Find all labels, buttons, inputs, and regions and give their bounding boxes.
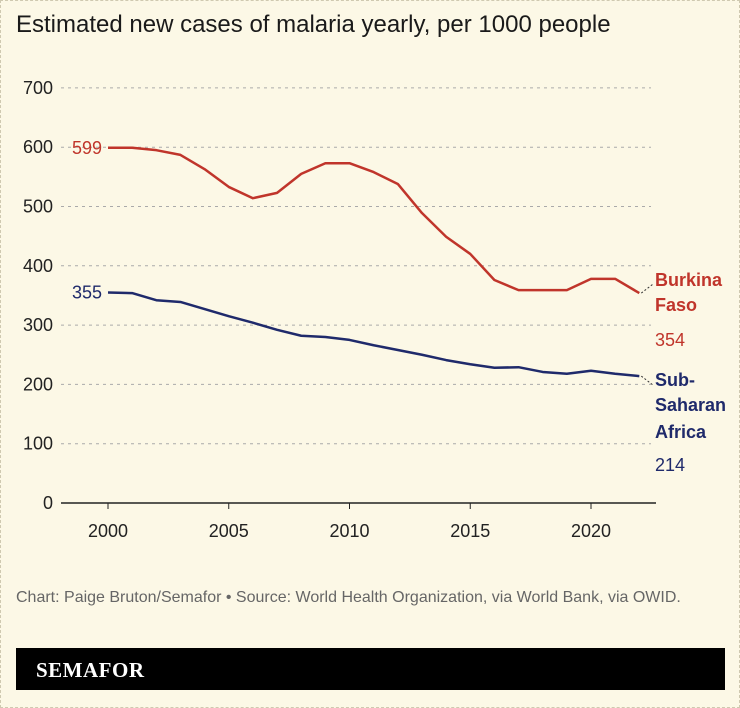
series-label: Sub-: [655, 370, 695, 390]
y-tick-label: 400: [23, 256, 53, 276]
end-value-label: 354: [655, 330, 685, 350]
series-label: Africa: [655, 422, 707, 442]
y-tick-label: 500: [23, 197, 53, 217]
leader-line: [640, 375, 654, 386]
y-tick-label: 600: [23, 137, 53, 157]
chart-source: Chart: Paige Bruton/Semafor • Source: Wo…: [16, 589, 681, 606]
line-chart: 0 100 200 300 400 500 600 700 2000 2005 2010 2015 20…: [23, 78, 726, 541]
x-tick-label: 2000: [88, 521, 128, 541]
y-tick-label: 0: [43, 493, 53, 513]
y-tick-label: 700: [23, 78, 53, 98]
x-tick-label: 2010: [329, 521, 369, 541]
end-value-label: 214: [655, 455, 685, 475]
leader-line: [640, 283, 654, 294]
series-line-burkina-faso: [108, 146, 640, 295]
x-tick-label: 2020: [571, 521, 611, 541]
series-label: Saharan: [655, 395, 726, 415]
x-tick-label: 2005: [209, 521, 249, 541]
y-tick-label: 200: [23, 374, 53, 394]
chart-title: Estimated new cases of malaria yearly, p…: [16, 11, 611, 38]
y-tick-label: 300: [23, 315, 53, 335]
series-line-sub-saharan-africa: [107, 291, 640, 378]
series-label: Burkina: [655, 270, 723, 290]
start-value-label: 355: [72, 282, 102, 302]
series-label: Faso: [655, 295, 697, 315]
brand-bar: SEMAFOR: [16, 648, 725, 690]
semafor-logo: SEMAFOR: [36, 658, 145, 682]
x-tick-label: 2015: [450, 521, 490, 541]
start-value-label: 599: [72, 138, 102, 158]
y-tick-label: 100: [23, 434, 53, 454]
